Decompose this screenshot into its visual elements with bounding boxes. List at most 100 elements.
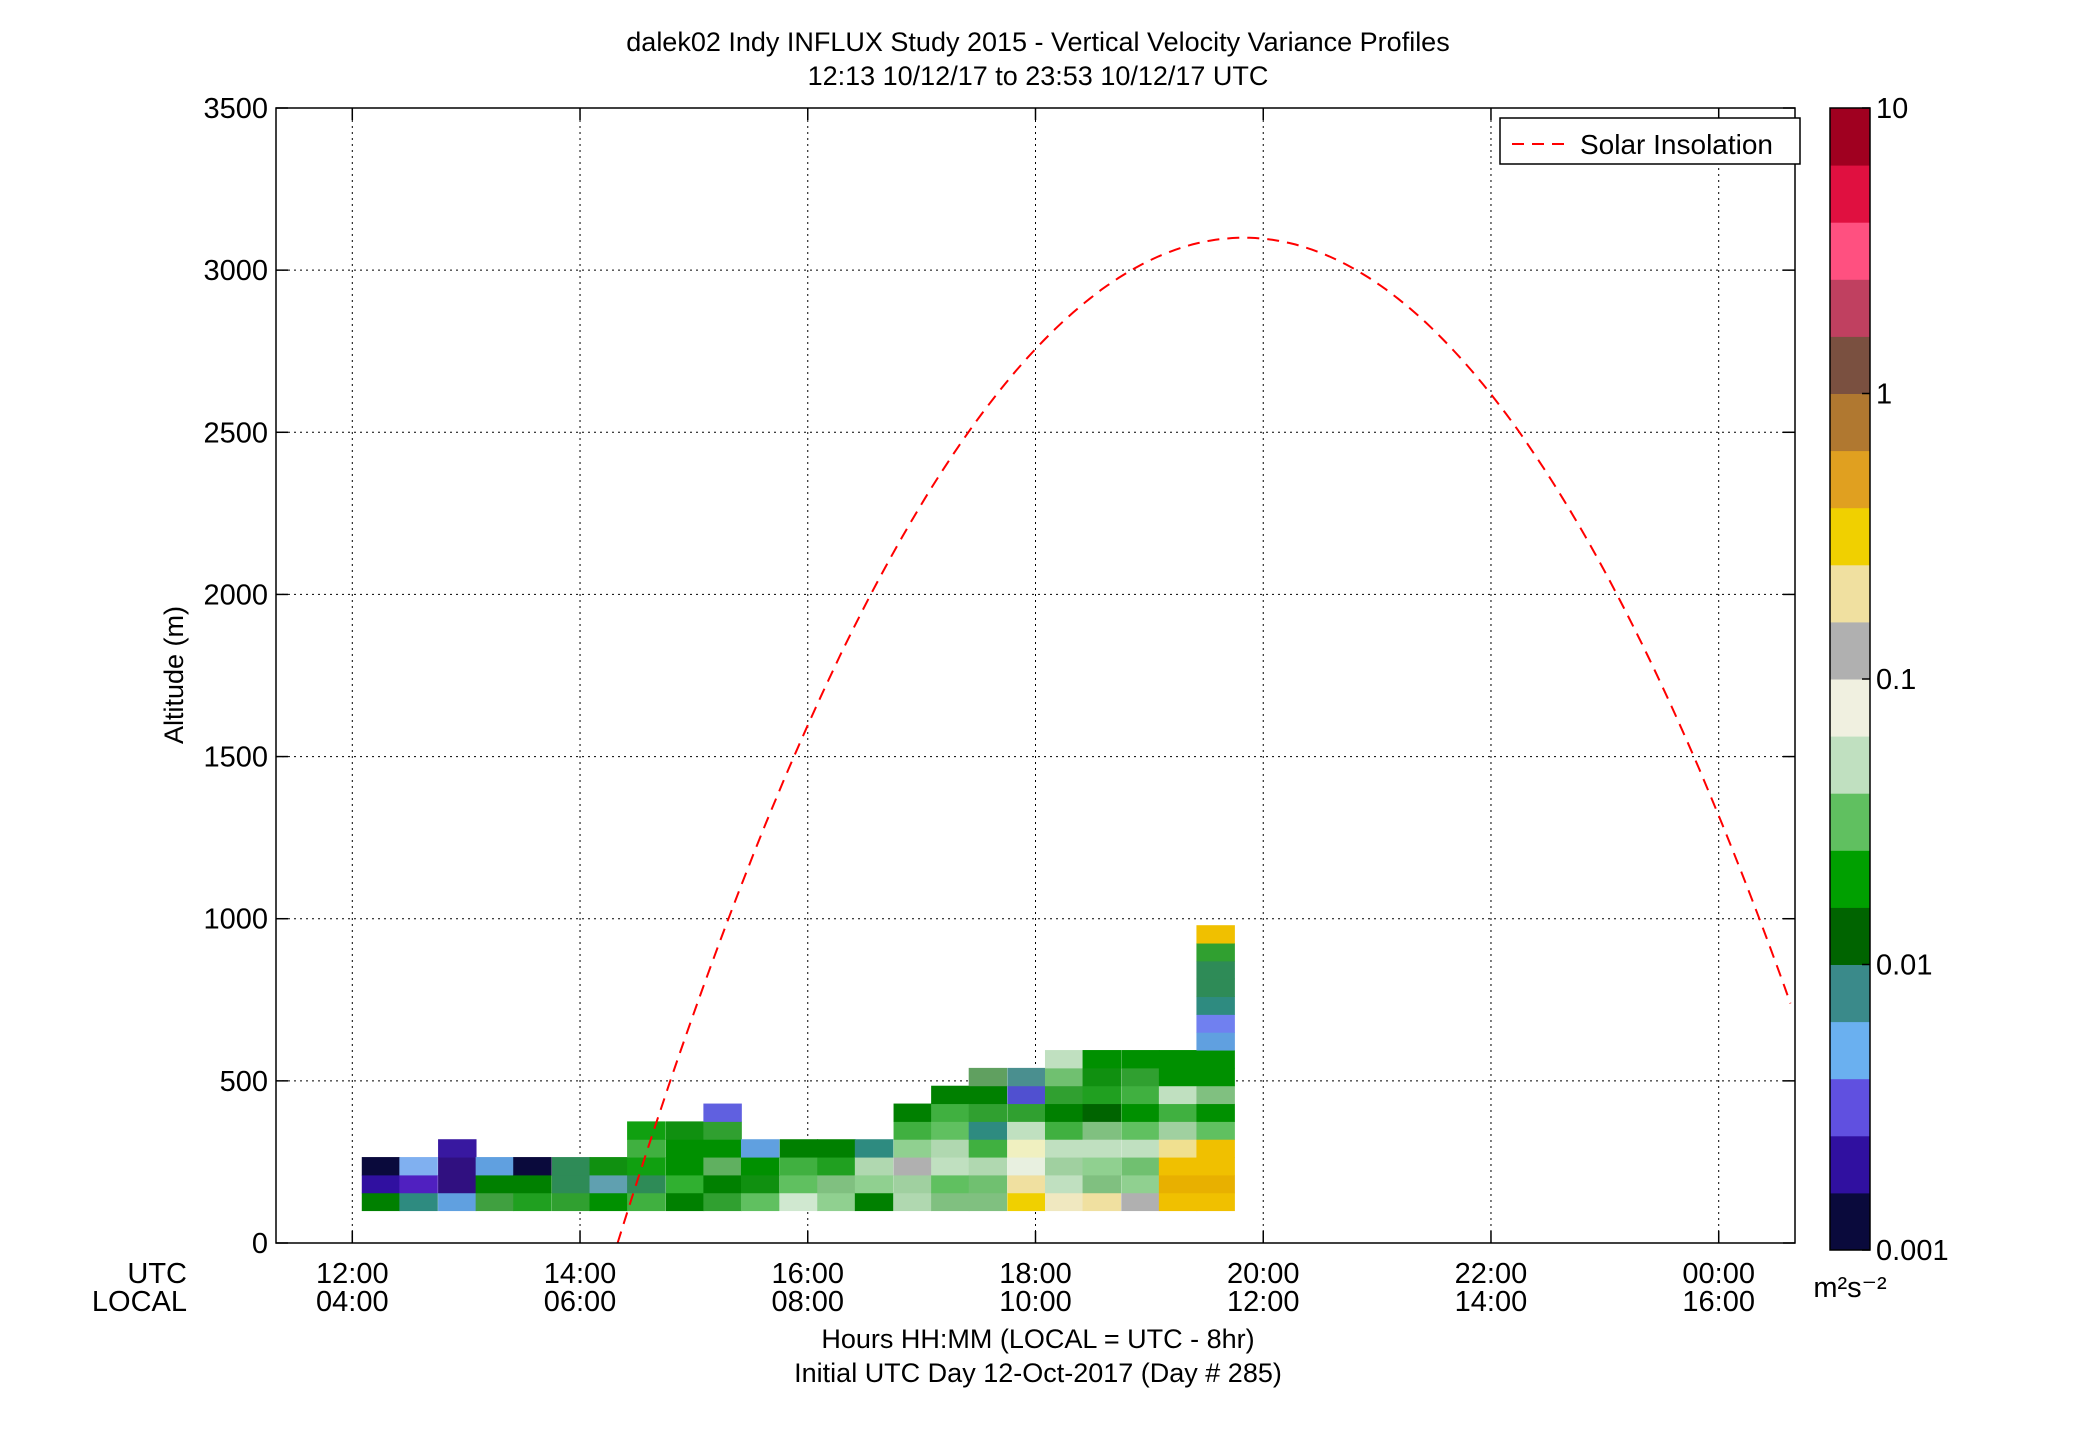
heatmap-cell	[1082, 1067, 1122, 1087]
heatmap-cell	[1196, 1174, 1235, 1194]
heatmap-cell	[854, 1157, 894, 1176]
heatmap-cell	[968, 1085, 1008, 1105]
x-axis-label-2: Initial UTC Day 12-Oct-2017 (Day # 285)	[794, 1358, 1282, 1388]
heatmap-cell	[1196, 1139, 1235, 1158]
heatmap-cell	[931, 1139, 970, 1158]
heatmap-cell	[627, 1174, 666, 1194]
heatmap-cell	[475, 1192, 515, 1212]
heatmap-cell	[1082, 1085, 1122, 1105]
heatmap-cell	[1044, 1192, 1084, 1212]
heatmap-cell	[665, 1139, 705, 1158]
heatmap-cell	[1158, 1050, 1198, 1069]
x-tick-label-utc: 20:00	[1227, 1258, 1300, 1290]
heatmap-cell	[1044, 1174, 1084, 1194]
heatmap-cell	[1082, 1103, 1122, 1122]
heatmap-cell	[589, 1157, 628, 1176]
heatmap-cell	[1196, 1050, 1235, 1069]
heatmap-cell	[1158, 1174, 1198, 1194]
heatmap-cell	[854, 1174, 894, 1194]
heatmap-cell	[931, 1103, 970, 1122]
y-tick-label: 1500	[203, 742, 268, 774]
heatmap-cell	[665, 1174, 705, 1194]
heatmap-cell	[703, 1139, 742, 1158]
heatmap-cell	[1121, 1139, 1160, 1158]
heatmap-cell	[779, 1174, 819, 1194]
heatmap-cell	[438, 1174, 477, 1194]
heatmap-cell	[513, 1157, 552, 1176]
legend-box	[1499, 117, 1801, 165]
colorbar-segment	[1830, 1078, 1870, 1137]
legend: Solar Insolation	[1499, 117, 1801, 165]
heatmap-cell	[931, 1085, 970, 1105]
heatmap-cell	[968, 1174, 1008, 1194]
heatmap-cell	[1196, 925, 1235, 944]
heatmap-cell	[779, 1192, 819, 1212]
plot-background	[276, 108, 1795, 1243]
heatmap-cell	[740, 1139, 780, 1158]
heatmap-cell	[931, 1157, 970, 1176]
heatmap-cell	[399, 1174, 438, 1194]
colorbar-segment	[1830, 450, 1870, 509]
heatmap-cell	[1196, 960, 1235, 980]
colorbar-segment	[1830, 222, 1870, 280]
heatmap-cell	[1082, 1174, 1122, 1194]
heatmap-cell	[893, 1174, 932, 1194]
x-tick-label-local: 14:00	[1455, 1286, 1528, 1318]
heatmap-cell	[779, 1157, 819, 1176]
chart-title: dalek02 Indy INFLUX Study 2015 - Vertica…	[626, 27, 1449, 57]
heatmap-cell	[665, 1121, 705, 1140]
colorbar-segment	[1830, 1021, 1870, 1080]
x-tick-label-utc: 18:00	[999, 1258, 1072, 1290]
y-axis-label: Altitude (m)	[159, 606, 189, 744]
heatmap-cell	[1007, 1085, 1046, 1105]
heatmap-cell	[665, 1157, 705, 1176]
heatmap-cell	[817, 1157, 856, 1176]
heatmap-cell	[1158, 1139, 1198, 1158]
heatmap-cell	[893, 1157, 932, 1176]
heatmap-cell	[931, 1192, 970, 1212]
colorbar-segment	[1830, 964, 1870, 1023]
colorbar-segment	[1830, 793, 1870, 851]
heatmap-cell	[1082, 1121, 1122, 1140]
heatmap-cell	[893, 1192, 932, 1212]
heatmap-cell	[1121, 1192, 1160, 1212]
colorbar-segment	[1830, 1135, 1870, 1194]
heatmap-cell	[627, 1192, 666, 1212]
x-tick-label-local: 04:00	[316, 1286, 389, 1318]
colorbar-segment	[1830, 108, 1870, 166]
heatmap-cell	[817, 1139, 856, 1158]
heatmap-cell	[779, 1139, 819, 1158]
y-tick-label: 500	[220, 1066, 268, 1098]
heatmap-cell	[854, 1192, 894, 1212]
heatmap-cell	[1082, 1139, 1122, 1158]
heatmap-cell	[968, 1067, 1008, 1087]
heatmap-cell	[1121, 1157, 1160, 1176]
colorbar-segment	[1830, 393, 1870, 452]
heatmap-cell	[627, 1121, 666, 1140]
heatmap-cell	[551, 1174, 591, 1194]
heatmap-cell	[703, 1103, 742, 1122]
heatmap-cell	[1007, 1174, 1046, 1194]
colorbar-segment	[1830, 165, 1870, 223]
heatmap-cell	[1121, 1050, 1160, 1069]
heatmap-cell	[1044, 1067, 1084, 1087]
x-tick-label-utc: 00:00	[1682, 1258, 1755, 1290]
utc-row-label: UTC	[127, 1258, 187, 1290]
x-tick-label-utc: 22:00	[1455, 1258, 1528, 1290]
heatmap-cell	[627, 1139, 666, 1158]
heatmap-cell	[1044, 1157, 1084, 1176]
heatmap-cell	[1044, 1103, 1084, 1122]
colorbar-segment	[1830, 336, 1870, 394]
heatmap-cell	[1121, 1174, 1160, 1194]
heatmap-cell	[1082, 1192, 1122, 1212]
heatmap-cell	[1082, 1157, 1122, 1176]
heatmap-cell	[893, 1103, 932, 1122]
heatmap-cell	[931, 1121, 970, 1140]
heatmap-cell	[740, 1192, 780, 1212]
heatmap-cell	[475, 1174, 515, 1194]
heatmap-cell	[589, 1192, 628, 1212]
heatmap-cell	[1044, 1050, 1084, 1069]
heatmap-cell	[817, 1192, 856, 1212]
